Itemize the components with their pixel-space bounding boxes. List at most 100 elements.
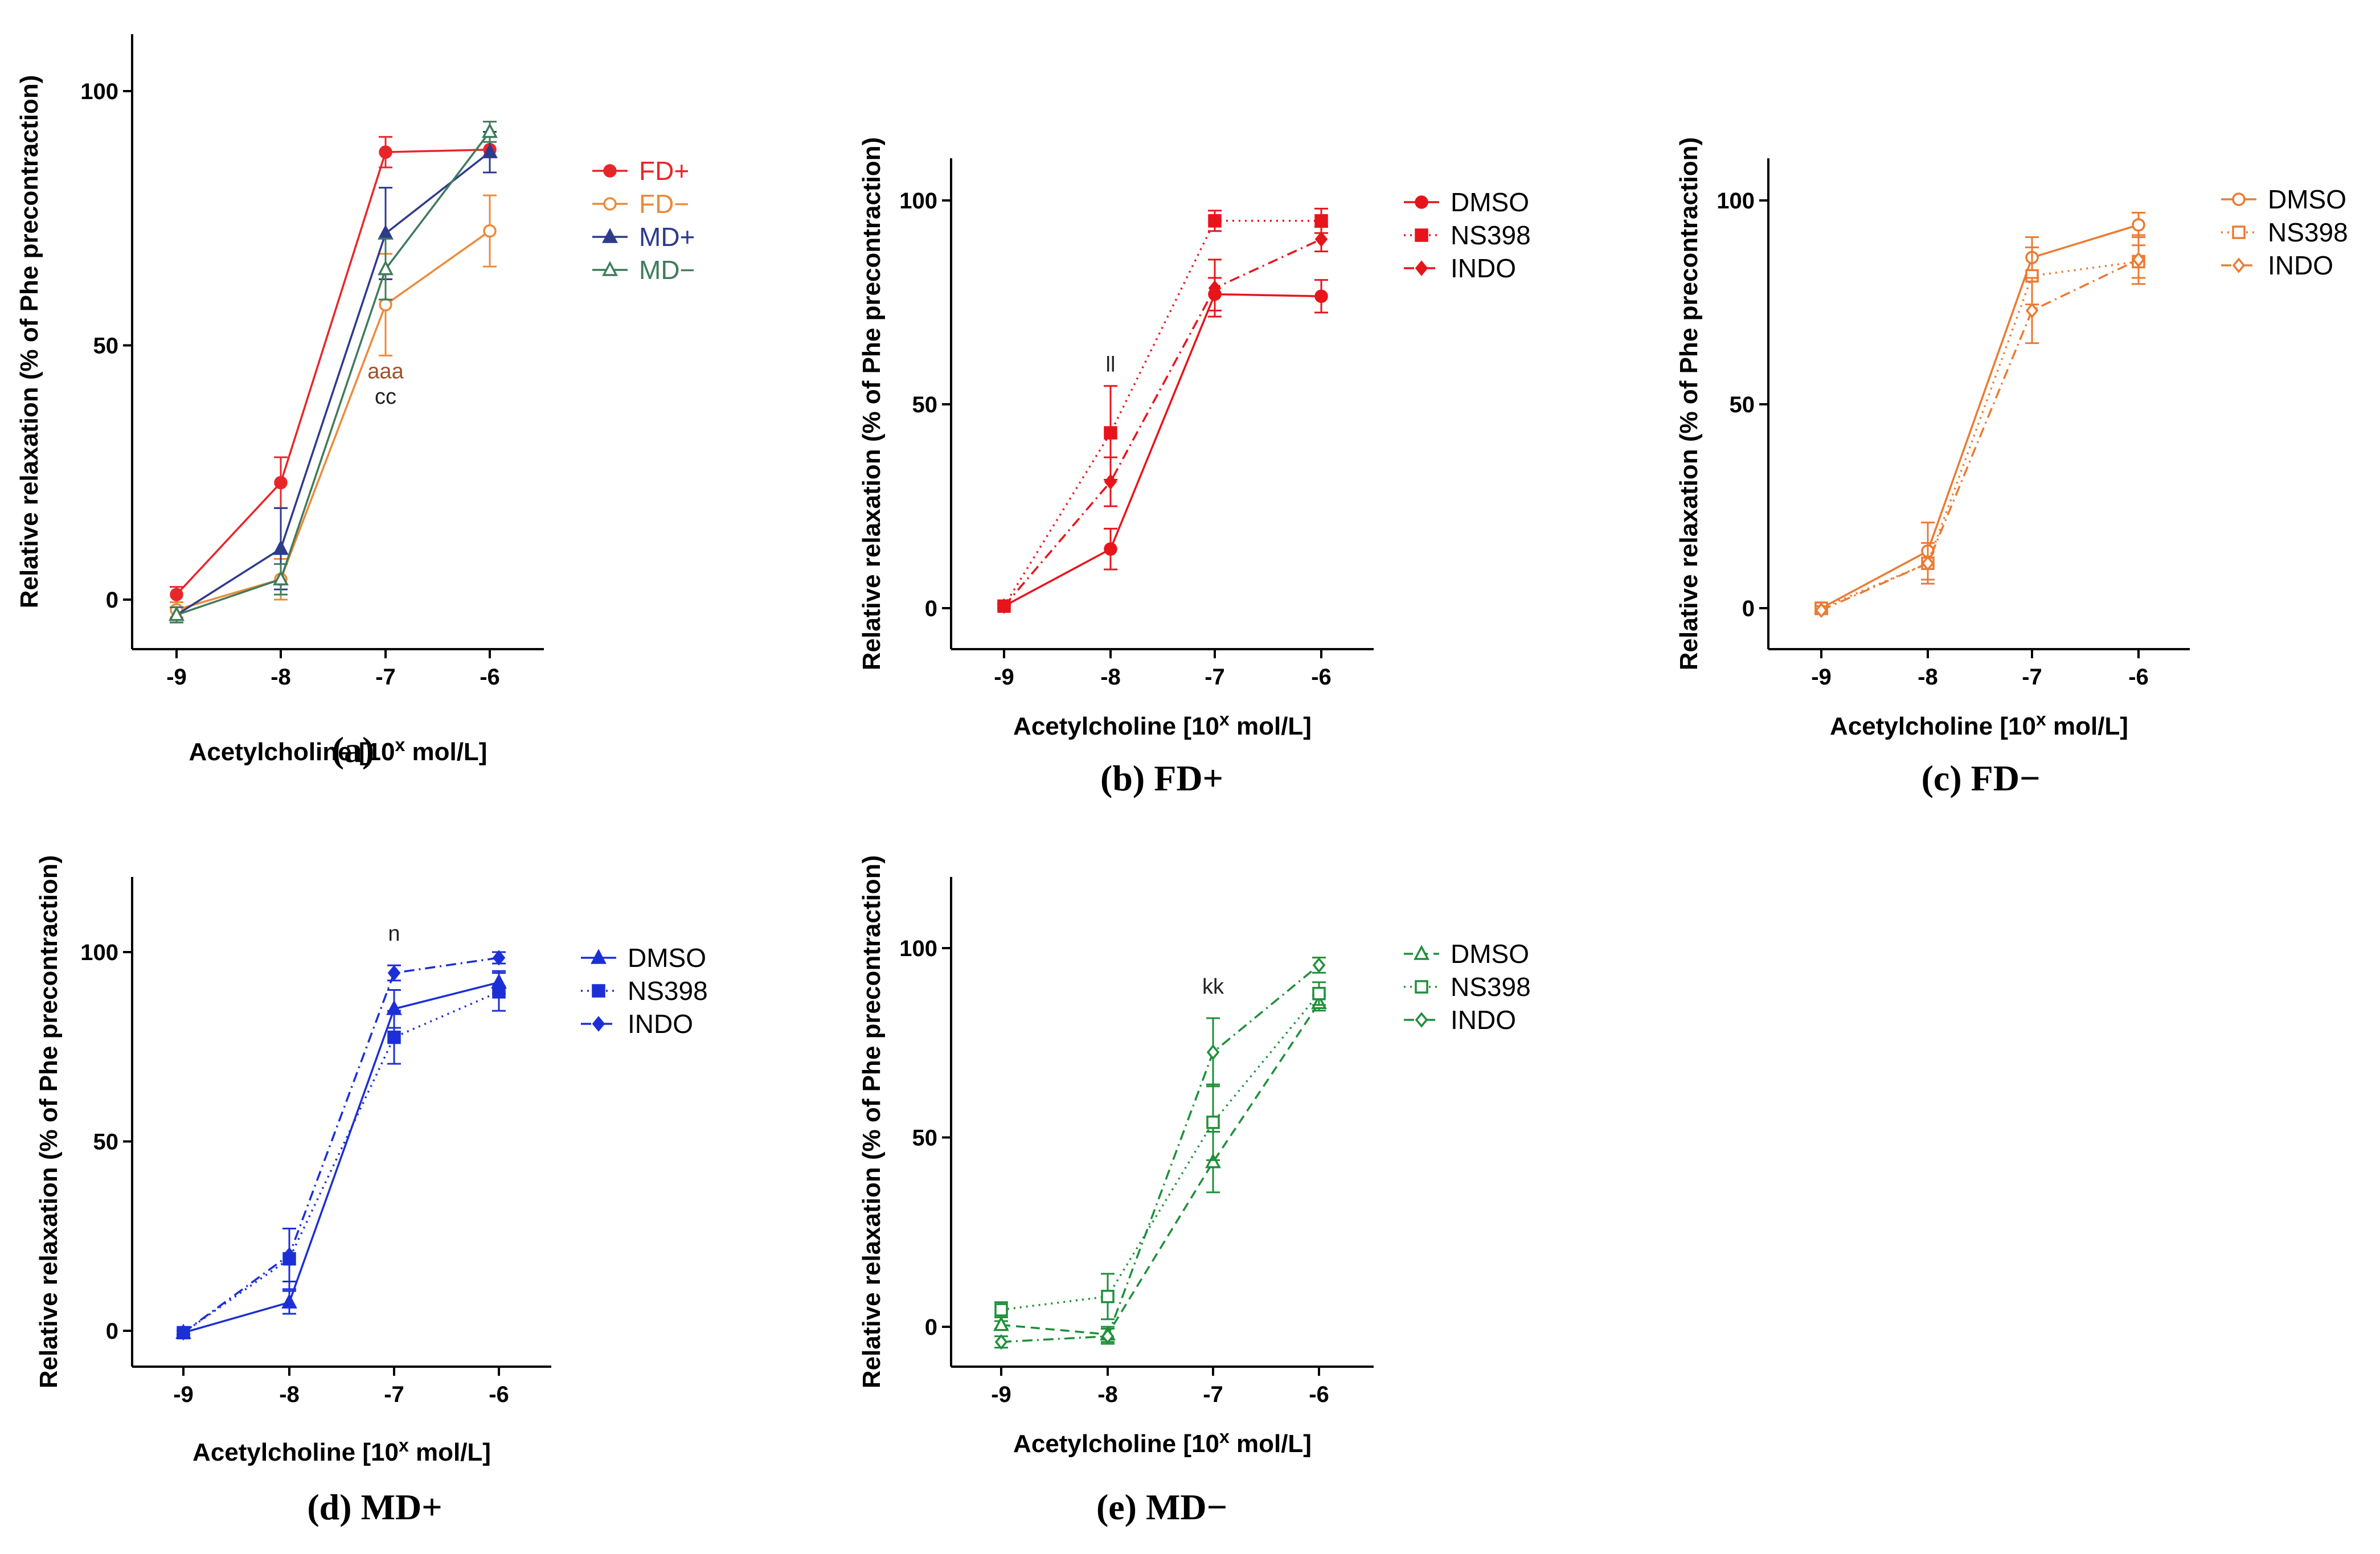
panel-c-xtick-label: -9 <box>1811 665 1832 690</box>
panel-e-xtick-label: -9 <box>991 1382 1011 1407</box>
panel-e-series-INDO <box>994 957 1326 1350</box>
panel-e-annotation: kk <box>1202 975 1224 999</box>
panel-a-legend-item: MD+ <box>592 222 695 252</box>
panel-a-legend-marker <box>602 228 618 243</box>
panel-e-point-NS398 <box>1206 1116 1220 1129</box>
panel-b-xtick-label: -7 <box>1205 665 1225 690</box>
panel-c-legend-marker <box>2232 225 2246 239</box>
panel-a-point-MD+ <box>273 539 289 555</box>
panel-a-ytick-label: 100 <box>80 79 118 104</box>
panel-a-caption: (a) <box>331 729 375 770</box>
panel-c-ytick-label: 50 <box>1730 392 1755 417</box>
panel-d-xtick-label: -6 <box>489 1382 509 1407</box>
panel-d-ytick-label: 0 <box>106 1319 118 1344</box>
panel-e-point-NS398 <box>1312 987 1326 1001</box>
panel-a-point-MD− <box>482 122 498 138</box>
panel-d-xtick-label: -7 <box>384 1382 404 1407</box>
panel-b-legend-item: INDO <box>1404 253 1516 283</box>
panel-e-y-title: Relative relaxation (% of Phe precontrac… <box>858 855 886 1388</box>
panel-c-point-INDO <box>2132 252 2145 268</box>
panel-a-line-FD+ <box>175 148 490 596</box>
panel-a-legend-item: MD− <box>592 255 695 285</box>
panel-a-xtick-label: -7 <box>375 665 396 690</box>
panel-b-annotation: ll <box>1106 353 1116 377</box>
panel-e-line-NS398 <box>1001 993 1320 1311</box>
panel-c-point-INDO <box>1921 555 1935 572</box>
panel-e-point-DMSO <box>1205 1153 1221 1168</box>
panel-e-point-INDO <box>994 1334 1008 1350</box>
panel-b-x-title: Acetylcholine [10x mol/L] <box>1013 709 1312 740</box>
panel-c-legend-label: NS398 <box>2268 218 2348 247</box>
panel-a-legend-label: FD+ <box>639 156 689 186</box>
panel-a-series-FD+ <box>170 136 497 603</box>
panel-c-xtick-label: -8 <box>1918 665 1938 690</box>
panel-b-caption: (b) FD+ <box>1100 758 1223 798</box>
panel-e-xtick-label: -7 <box>1203 1382 1223 1407</box>
panel-d-caption: (d) MD+ <box>307 1487 443 1527</box>
panel-d-legend-marker <box>591 949 607 964</box>
panel-d-legend-marker <box>592 1016 605 1032</box>
panel-e-legend-marker <box>1415 980 1428 994</box>
panel-b-point-NS398 <box>1208 214 1222 228</box>
panel-a-xtick-label: -6 <box>480 665 500 690</box>
panel-d-line-INDO <box>182 957 499 1334</box>
panel-a-legend-label: FD− <box>639 189 689 219</box>
panel-b-legend-label: INDO <box>1451 253 1516 283</box>
panel-d-legend-label: INDO <box>628 1009 693 1039</box>
panel-b-point-INDO <box>1208 280 1222 296</box>
panel-c-point-DMSO <box>2132 218 2145 232</box>
panel-a-annotation: aaa <box>367 360 404 384</box>
panel-d-xtick-label: -9 <box>173 1382 194 1407</box>
panel-e: 0 50 100 -9 -8 -7 -6 Acetylcholine [10x mol/L] R… <box>858 855 1531 1458</box>
panel-a-point-MD− <box>169 606 185 621</box>
panel-b-line-NS398 <box>1003 220 1321 607</box>
panel-e-point-INDO <box>1101 1328 1115 1344</box>
panel-b-legend-marker <box>1415 260 1428 276</box>
panel-e-series-DMSO <box>993 994 1327 1343</box>
panel-e-legend-marker <box>1415 1012 1428 1028</box>
panel-d-ytick-label: 50 <box>93 1130 119 1155</box>
panel-b-xtick-label: -8 <box>1100 665 1121 690</box>
panel-a-point-MD+ <box>378 224 394 240</box>
panel-c-legend-item: NS398 <box>2221 218 2348 247</box>
panel-a-y-title: Relative relaxation (% of Phe precontrac… <box>15 75 43 608</box>
panel-b-series-NS398 <box>997 207 1328 613</box>
panel-b-point-DMSO <box>1314 289 1328 304</box>
panel-a-line-MD+ <box>176 151 491 616</box>
panel-a-series-MD− <box>169 121 498 624</box>
panel-c-legend-item: DMSO <box>2221 184 2346 214</box>
panel-a-legend-marker <box>603 164 617 178</box>
panel-e-legend-label: NS398 <box>1451 972 1531 1002</box>
panel-a-x-title: Acetylcholine [10x mol/L] <box>189 735 488 766</box>
panel-a-xtick-label: -8 <box>271 665 291 690</box>
panel-c-x-title: Acetylcholine [10x mol/L] <box>1830 709 2128 740</box>
panel-d-ytick-label: 100 <box>80 940 118 965</box>
panel-a-legend-marker <box>603 197 617 211</box>
panel-a-point-FD− <box>379 298 392 311</box>
panel-d-legend-item: INDO <box>581 1009 693 1039</box>
panel-c-xtick-label: -6 <box>2128 665 2149 690</box>
panel-e-legend-marker <box>1414 945 1429 960</box>
panel-b-series-INDO <box>997 226 1328 614</box>
panel-c-line-DMSO <box>1821 224 2139 609</box>
panel-b-point-INDO <box>1104 474 1117 490</box>
panel-c-legend-marker <box>2232 192 2246 206</box>
panel-d-point-INDO <box>282 1247 296 1263</box>
panel-a-legend-marker <box>602 261 618 276</box>
panel-b-legend-item: DMSO <box>1404 187 1529 217</box>
panel-c-legend-marker <box>2232 257 2246 273</box>
panel-b-ytick-label: 50 <box>912 392 938 417</box>
panel-d: 0 50 100 -9 -8 -7 -6 Acetylcholine [10x mol/L] R… <box>35 855 708 1466</box>
panel-e-point-NS398 <box>1101 1290 1115 1303</box>
panel-b-point-INDO <box>1314 231 1328 247</box>
panel-b-line-DMSO <box>1003 293 1322 607</box>
panel-e-xtick-label: -8 <box>1097 1382 1118 1407</box>
panel-a-line-MD− <box>176 131 491 616</box>
panel-a-legend-item: FD+ <box>592 156 689 186</box>
panel-c-point-INDO <box>1814 602 1828 618</box>
panel-e-ytick-label: 50 <box>912 1126 938 1151</box>
panel-a: 0 50 100 -9 -8 -7 -6 Acetylcholine [10x mol/L] R… <box>15 34 695 766</box>
panel-a-ytick-label: 0 <box>106 588 118 613</box>
panel-c-legend-label: DMSO <box>2268 184 2346 214</box>
